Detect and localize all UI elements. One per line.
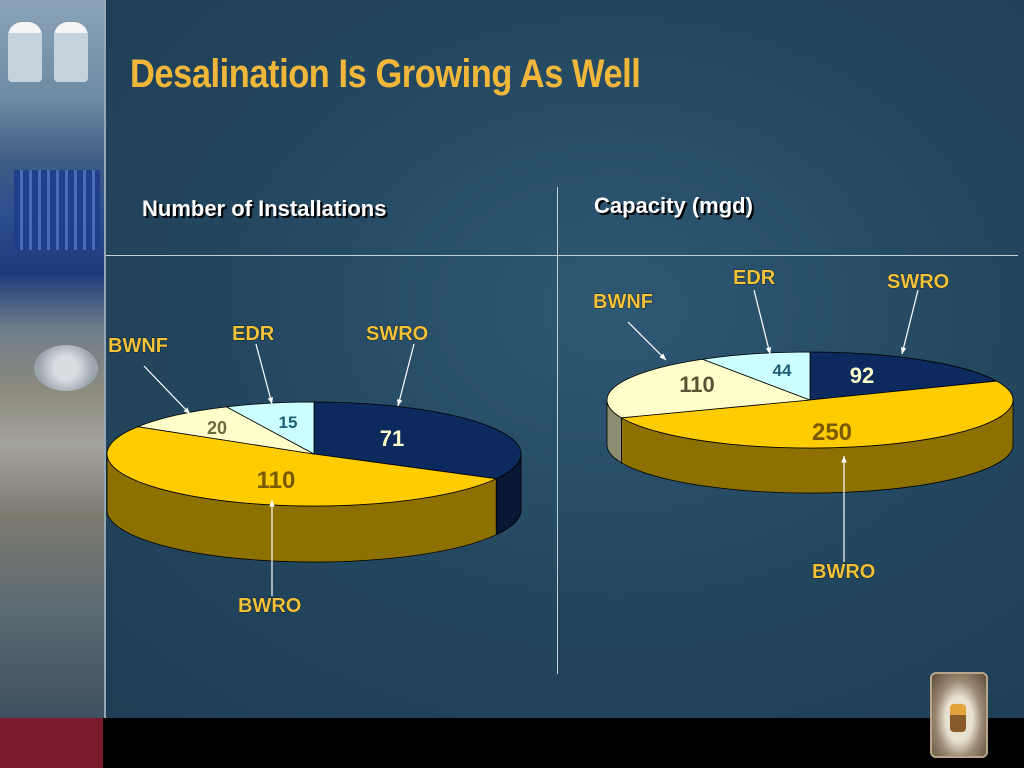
chart-title-capacity: Capacity (mgd) [594,193,753,218]
category-label-bwnf: BWNF [108,335,168,357]
value-label-swro: 71 [380,426,404,451]
pie-slice-swro [313,401,522,480]
value-label-bwro: 110 [257,467,296,494]
value-label-bwro: 250 [812,419,852,446]
chart-title-installations: Number of Installations [142,196,387,221]
category-label-bwro: BWRO [238,595,301,617]
value-label-edr: 15 [279,413,298,432]
category-label-bwnf: BWNF [593,291,653,313]
slide-title: Desalination Is Growing As Well [130,52,641,96]
pie-slice-swro [809,351,998,401]
callout-arrow-bwnf [183,407,190,414]
pie-charts: 71 110 20 15 SWRO BWRO BWNF EDR 92 250 110 44 SWRO B… [106,267,1014,617]
pie-slice-bwro [106,426,498,507]
capacity-pie: 92 250 110 44 SWRO BWRO BWNF EDR [593,267,1014,583]
category-label-bwro: BWRO [812,561,875,583]
callout-arrow-bwnf [659,353,666,360]
strip-divider [104,0,106,718]
table-horizontal-rule [106,255,1018,256]
callout-arrow-bwro [269,500,275,507]
value-label-bwnf: 110 [679,372,715,397]
callout-arrow-edr [267,397,273,404]
worker-photo [54,22,88,82]
pie-slice-bwnf [606,358,811,419]
footer-bar [0,718,1024,768]
category-label-swro: SWRO [887,271,949,293]
table-vertical-rule [557,187,558,674]
worker-photo [8,22,42,82]
callout-line-edr [753,289,771,355]
callout-arrow-swro [900,347,907,354]
callout-line-bwnf [143,365,191,415]
value-label-swro: 92 [850,363,874,388]
category-label-edr: EDR [733,267,776,289]
footer-accent [0,718,103,768]
callout-line-swro [397,343,415,407]
workers-thumbnail [930,672,988,758]
pie-slice-bwro [620,380,1014,449]
value-label-bwnf: 20 [207,418,227,438]
membrane-rack-photo [14,170,100,250]
pie-slice-bwnf [136,406,315,455]
pipe-photo [34,345,98,391]
callout-line-edr [255,343,273,405]
callout-line-bwnf [627,321,667,361]
pie-slice-edr [225,401,315,455]
photo-strip [0,0,104,718]
callout-arrow-swro [396,399,403,406]
callout-line-swro [901,289,919,355]
category-label-swro: SWRO [366,323,428,345]
callout-arrow-edr [765,347,772,354]
installations-pie: 71 110 20 15 SWRO BWRO BWNF EDR [106,323,522,617]
category-label-edr: EDR [232,323,275,345]
callout-arrow-bwro [841,456,847,463]
value-label-edr: 44 [773,361,792,380]
pie-slice-edr [701,351,811,401]
